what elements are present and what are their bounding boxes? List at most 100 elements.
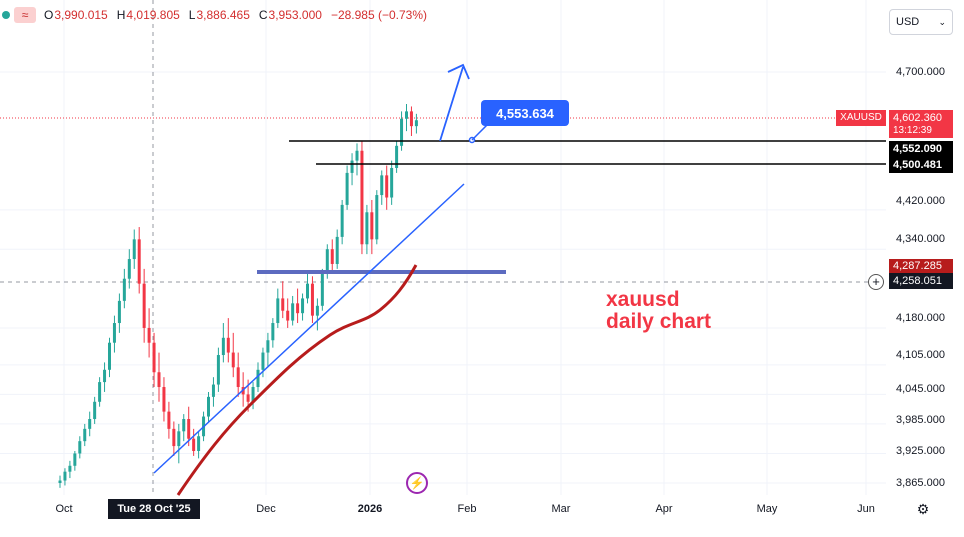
candle-body	[122, 278, 126, 301]
candle-body	[236, 367, 240, 388]
candle-body	[58, 480, 62, 483]
candle-body	[231, 352, 235, 368]
add-alert-button[interactable]: +	[868, 274, 884, 290]
candle-body	[310, 283, 314, 316]
time-axis-label: Dec	[256, 503, 276, 515]
candle-body	[335, 236, 339, 264]
level-tag-2: 4,500.481	[889, 157, 953, 173]
price-axis-label: 4,045.000	[896, 383, 945, 395]
price-axis-label: 4,700.000	[896, 66, 945, 78]
candle-body	[137, 239, 141, 284]
candle-body	[157, 372, 161, 388]
candle-body	[83, 428, 87, 442]
candle-body	[211, 384, 215, 397]
candle-body	[306, 283, 309, 299]
candle-body	[256, 369, 260, 388]
candle-body	[63, 471, 67, 481]
candle-body	[93, 401, 97, 420]
candle-body	[385, 175, 389, 198]
gear-icon[interactable]: ⚙	[916, 500, 930, 517]
candle-body	[375, 195, 379, 240]
candle-body	[207, 396, 210, 417]
candle-body	[197, 436, 201, 452]
candle-body	[112, 323, 116, 343]
candle-body	[325, 249, 329, 274]
close-value: 3,953.000	[268, 8, 322, 22]
candle-body	[276, 298, 280, 324]
price-axis-label: 4,105.000	[896, 349, 945, 361]
candle-body	[266, 340, 270, 353]
candle-body	[162, 387, 166, 412]
candle-body	[192, 438, 196, 452]
candle-body	[395, 145, 399, 168]
candle-body	[152, 342, 156, 373]
change-value: −28.985 (−0.73%)	[330, 8, 428, 22]
candle-body	[226, 337, 230, 353]
candle-body	[182, 419, 186, 432]
candle-body	[147, 327, 151, 343]
candle-body	[167, 411, 171, 429]
price-axis-label: 3,985.000	[896, 414, 945, 426]
low-value: 3,886.465	[196, 8, 250, 22]
candle-body	[132, 239, 136, 260]
candle-body	[320, 273, 324, 306]
time-axis[interactable]: Oct Tue 28 Oct '25 Dec 2026 Feb Mar Apr …	[0, 495, 964, 537]
candle-body	[365, 212, 369, 245]
candle-body	[98, 382, 102, 402]
candle-body	[360, 150, 364, 245]
moving-average-line	[176, 264, 418, 496]
annotation-line-2: daily chart	[606, 310, 712, 333]
candle-body	[345, 172, 349, 205]
last-price-tag: 4,602.360	[889, 110, 953, 126]
time-axis-label: 2026	[357, 503, 383, 515]
candlestick-series	[58, 103, 418, 488]
open-value: 3,990.015	[54, 8, 108, 22]
lightning-icon[interactable]: ⚡	[406, 472, 428, 494]
candle-body	[400, 118, 404, 146]
projection-arrow-head	[447, 63, 470, 80]
candle-body	[73, 453, 77, 466]
candle-body	[103, 369, 107, 383]
chevron-down-icon: ⌄	[938, 16, 946, 27]
candle-body	[68, 465, 72, 472]
candle-body	[78, 441, 82, 454]
candle-body	[172, 428, 176, 447]
time-axis-label: Mar	[551, 503, 571, 515]
grid-lines	[0, 0, 886, 495]
close-label: C	[258, 8, 268, 22]
chart-annotation[interactable]: xauusd daily chart	[606, 289, 711, 333]
candle-body	[340, 204, 344, 237]
time-axis-label: Apr	[655, 503, 673, 515]
open-label: O	[44, 8, 54, 22]
candle-body	[380, 175, 384, 196]
candle-body	[246, 394, 250, 402]
projection-arrow-line	[439, 66, 464, 142]
price-axis-label: 3,865.000	[896, 477, 945, 489]
candle-body	[370, 212, 374, 240]
candle-body	[177, 431, 181, 447]
annotation-line-1: xauusd	[606, 288, 680, 311]
candle-body	[216, 355, 220, 385]
symbol-tag: XAUUSD	[836, 110, 886, 126]
price-axis-label: 4,340.000	[896, 233, 945, 245]
high-label: H	[116, 8, 126, 22]
level-tag-1: 4,552.090	[889, 141, 953, 157]
price-callout[interactable]: 4,553.634	[481, 100, 569, 126]
currency-value: USD	[896, 16, 920, 28]
price-axis[interactable]: 4,700.000 4,420.000 4,340.000 4,180.000 …	[886, 0, 964, 495]
candle-body	[221, 337, 225, 356]
time-axis-label: Oct	[55, 503, 73, 515]
candle-body	[117, 300, 121, 324]
price-axis-label: 3,925.000	[896, 445, 945, 457]
candle-body	[301, 298, 305, 314]
wave-icon[interactable]: ≈	[14, 7, 36, 23]
candle-body	[405, 111, 408, 119]
market-status-icon	[2, 11, 10, 19]
crosshair-date-tag: Tue 28 Oct '25	[108, 499, 200, 519]
price-axis-label: 4,180.000	[896, 312, 945, 324]
candle-body	[127, 259, 131, 279]
candle-body	[286, 310, 290, 321]
currency-select[interactable]: USD ⌄	[889, 9, 953, 35]
